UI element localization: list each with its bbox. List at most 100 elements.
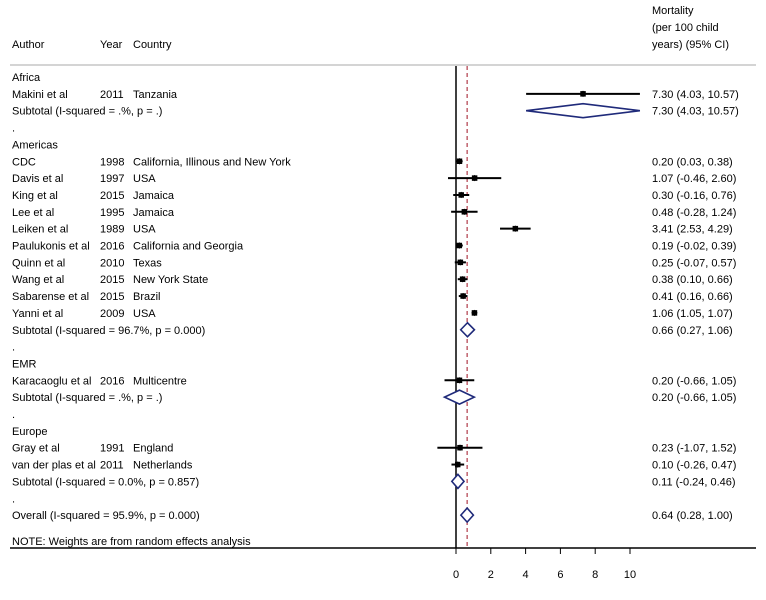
- subtotal-label: Subtotal (I-squared = .%, p = .): [12, 106, 162, 118]
- study-country: California, Illinous and New York: [133, 156, 291, 168]
- study-country: Jamaica: [133, 207, 175, 219]
- spacer-dot: .: [12, 493, 15, 505]
- study-point: [454, 461, 461, 468]
- study-author: Quinn et al: [12, 257, 65, 269]
- header-author: Author: [12, 39, 45, 51]
- study-point: [456, 158, 463, 165]
- study-point: [459, 292, 467, 300]
- x-axis: 0 2 4 6 8 10: [453, 548, 636, 581]
- header-effect-line-3: years) (95% CI): [652, 39, 729, 51]
- study-year: 2010: [100, 257, 124, 269]
- header: Author Year Country Mortality (per 100 c…: [12, 5, 729, 51]
- study-point: [456, 377, 463, 384]
- study-country: California and Georgia: [133, 241, 244, 253]
- study-country: Netherlands: [133, 460, 193, 472]
- subtotal-ci-text: 7.30 (4.03, 10.57): [652, 106, 739, 118]
- study-country: Multicentre: [133, 375, 187, 387]
- subtotal-label: Subtotal (I-squared = 0.0%, p = 0.857): [12, 476, 199, 488]
- study-author: CDC: [12, 156, 36, 168]
- x-tick-label: 0: [453, 569, 459, 581]
- study-author: Gray et al: [12, 443, 60, 455]
- study-year: 2011: [100, 460, 124, 472]
- study-author: Leiken et al: [12, 224, 68, 236]
- study-ci-text: 0.30 (-0.16, 0.76): [652, 190, 736, 202]
- study-year: 2015: [100, 274, 124, 286]
- study-point: [458, 191, 465, 199]
- study-point: [471, 309, 478, 317]
- group-label: EMR: [12, 358, 37, 370]
- study-ci-text: 7.30 (4.03, 10.57): [652, 89, 739, 101]
- study-ci-text: 3.41 (2.53, 4.29): [652, 224, 733, 236]
- forest-rows: Africa Makini et al 2011 Tanzania 7.30 (4.03…: [12, 72, 739, 522]
- weights-note: NOTE: Weights are from random effects an…: [12, 536, 251, 548]
- subtotal-diamond: [526, 102, 641, 119]
- study-year: 2015: [100, 291, 124, 303]
- study-ci-text: 0.48 (-0.28, 1.24): [652, 207, 736, 219]
- subtotal-diamond: [442, 389, 477, 406]
- study-country: England: [133, 443, 173, 455]
- subtotal-diamond: [450, 473, 466, 490]
- study-author: Paulukonis et al: [12, 241, 90, 253]
- study-ci-text: 0.10 (-0.26, 0.47): [652, 460, 736, 472]
- study-point: [456, 444, 464, 451]
- study-year: 1997: [100, 173, 124, 185]
- study-author: Karacaoglu et al: [12, 375, 92, 387]
- overall-diamond: [459, 506, 475, 524]
- study-year: 2009: [100, 308, 124, 320]
- overall-label: Overall (I-squared = 95.9%, p = 0.000): [12, 510, 200, 522]
- x-tick-label: 10: [624, 569, 636, 581]
- spacer-dot: .: [12, 342, 15, 354]
- spacer-dot: .: [12, 123, 15, 135]
- x-tick-label: 4: [523, 569, 529, 581]
- study-year: 2011: [100, 89, 124, 101]
- study-country: Jamaica: [133, 190, 175, 202]
- x-tick-label: 8: [592, 569, 598, 581]
- x-tick-label: 6: [557, 569, 563, 581]
- study-ci-text: 0.38 (0.10, 0.66): [652, 274, 733, 286]
- study-author: Lee et al: [12, 207, 54, 219]
- study-year: 2015: [100, 190, 124, 202]
- study-country: USA: [133, 173, 156, 185]
- study-ci-text: 0.41 (0.16, 0.66): [652, 291, 733, 303]
- study-year: 1989: [100, 224, 124, 236]
- study-ci-text: 0.25 (-0.07, 0.57): [652, 257, 736, 269]
- x-tick-label: 2: [488, 569, 494, 581]
- study-year: 1998: [100, 156, 124, 168]
- study-year: 2016: [100, 241, 124, 253]
- subtotal-ci-text: 0.20 (-0.66, 1.05): [652, 392, 736, 404]
- study-point: [459, 276, 466, 283]
- study-point: [579, 90, 587, 98]
- group-label: Africa: [12, 72, 41, 84]
- group-label: Europe: [12, 426, 47, 438]
- study-ci-text: 1.07 (-0.46, 2.60): [652, 173, 736, 185]
- study-point: [456, 242, 463, 249]
- study-country: New York State: [133, 274, 208, 286]
- study-year: 2016: [100, 375, 124, 387]
- header-effect-line-1: Mortality: [652, 5, 694, 17]
- group-label: Americas: [12, 139, 58, 151]
- study-author: Davis et al: [12, 173, 63, 185]
- overall-ci-text: 0.64 (0.28, 1.00): [652, 510, 733, 522]
- study-ci-text: 0.19 (-0.02, 0.39): [652, 241, 736, 253]
- study-country: Texas: [133, 257, 162, 269]
- study-country: Brazil: [133, 291, 161, 303]
- study-point: [457, 259, 464, 266]
- subtotal-label: Subtotal (I-squared = 96.7%, p = 0.000): [12, 325, 205, 337]
- study-ci-text: 1.06 (1.05, 1.07): [652, 308, 733, 320]
- study-author: Yanni et al: [12, 308, 63, 320]
- study-country: Tanzania: [133, 89, 178, 101]
- study-year: 1991: [100, 443, 124, 455]
- header-effect-line-2: (per 100 child: [652, 22, 719, 34]
- study-author: King et al: [12, 190, 58, 202]
- study-ci-text: 0.23 (-1.07, 1.52): [652, 443, 736, 455]
- study-country: USA: [133, 224, 156, 236]
- spacer-dot: .: [12, 409, 15, 421]
- study-point: [512, 225, 519, 232]
- study-ci-text: 0.20 (0.03, 0.38): [652, 156, 733, 168]
- subtotal-ci-text: 0.66 (0.27, 1.06): [652, 325, 733, 337]
- study-point: [471, 174, 478, 182]
- subtotal-label: Subtotal (I-squared = .%, p = .): [12, 392, 162, 404]
- study-ci-text: 0.20 (-0.66, 1.05): [652, 375, 736, 387]
- study-country: USA: [133, 308, 156, 320]
